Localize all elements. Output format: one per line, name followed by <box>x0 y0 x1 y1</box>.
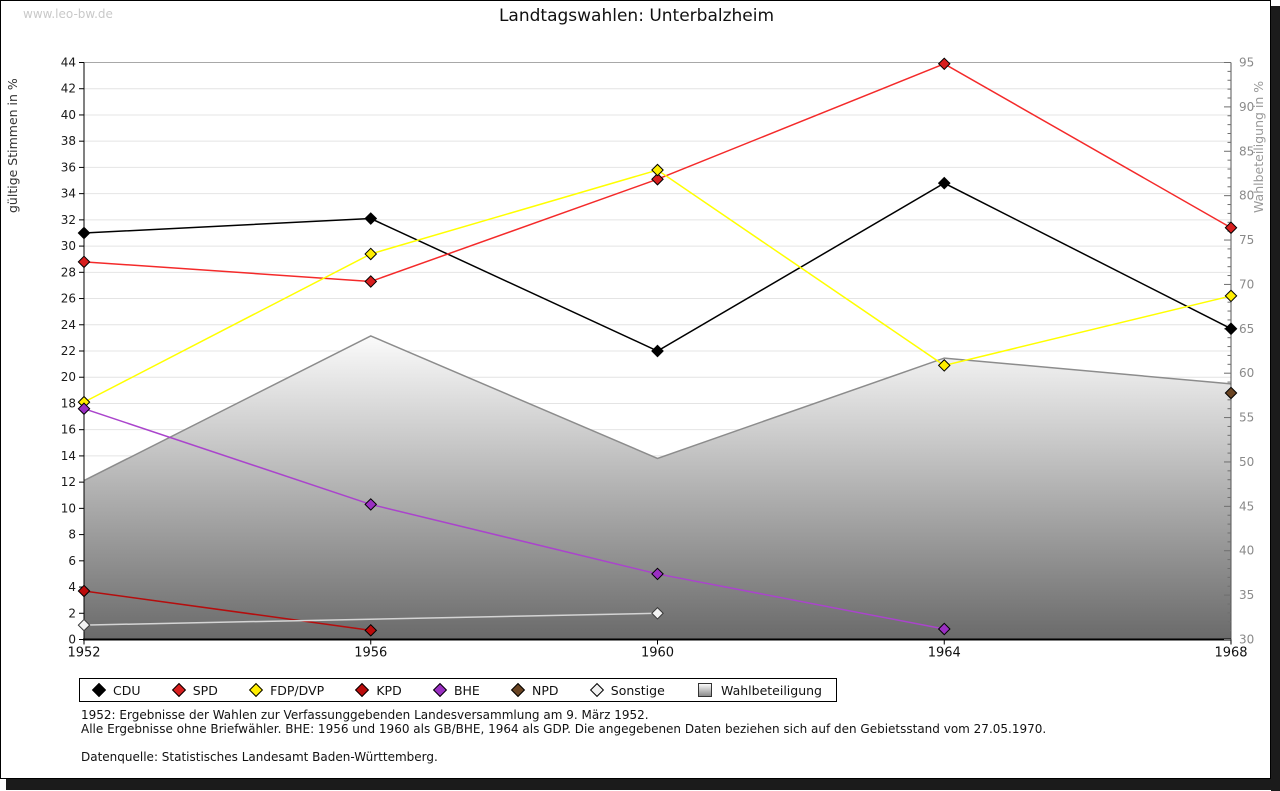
svg-text:80: 80 <box>1239 189 1254 203</box>
svg-text:1964: 1964 <box>928 646 961 661</box>
bhe-diamond-icon <box>432 682 448 698</box>
svg-text:6: 6 <box>68 554 76 568</box>
svg-text:90: 90 <box>1239 100 1254 114</box>
footnote-source: Datenquelle: Statistisches Landesamt Bad… <box>81 750 438 764</box>
svg-text:16: 16 <box>61 423 76 437</box>
svg-text:22: 22 <box>61 344 76 358</box>
legend-item-bhe: BHE <box>432 682 480 698</box>
svg-text:10: 10 <box>61 501 76 515</box>
legend-item-wahlbeteiligung: Wahlbeteiligung <box>698 683 822 698</box>
watermark: www.leo-bw.de <box>23 7 113 21</box>
npd-diamond-icon <box>510 682 526 698</box>
footnote-line1: 1952: Ergebnisse der Wahlen zur Verfassu… <box>81 708 649 722</box>
svg-text:40: 40 <box>1239 544 1254 558</box>
cdu-diamond-icon <box>91 682 107 698</box>
svg-text:1960: 1960 <box>641 646 674 661</box>
svg-text:12: 12 <box>61 475 76 489</box>
footnotes: 1952: Ergebnisse der Wahlen zur Verfassu… <box>81 708 1047 736</box>
kpd-diamond-icon <box>355 682 370 698</box>
svg-text:70: 70 <box>1239 277 1254 291</box>
svg-text:35: 35 <box>1239 588 1254 602</box>
svg-text:26: 26 <box>61 292 76 306</box>
svg-text:32: 32 <box>61 213 76 227</box>
spd-diamond-icon <box>171 682 186 698</box>
svg-text:44: 44 <box>61 56 76 70</box>
svg-text:1956: 1956 <box>354 646 387 661</box>
wahlbeteiligung-area-icon <box>698 683 713 697</box>
chart-legend: CDU SPD FDP/DVP KPD BHE NPD Sonstige Wa <box>79 678 837 702</box>
svg-text:34: 34 <box>61 187 76 201</box>
svg-text:1968: 1968 <box>1214 646 1247 661</box>
svg-text:24: 24 <box>61 318 76 332</box>
sonstige-diamond-icon <box>589 682 604 698</box>
legend-item-cdu: CDU <box>91 682 141 698</box>
svg-text:40: 40 <box>61 108 76 122</box>
svg-text:28: 28 <box>61 265 76 279</box>
svg-text:60: 60 <box>1239 366 1254 380</box>
svg-text:20: 20 <box>61 370 76 384</box>
svg-text:85: 85 <box>1239 144 1254 158</box>
svg-text:75: 75 <box>1239 233 1254 247</box>
fdp-diamond-icon <box>248 682 264 698</box>
svg-text:65: 65 <box>1239 322 1254 336</box>
svg-text:45: 45 <box>1239 499 1254 513</box>
svg-text:2: 2 <box>68 606 76 620</box>
svg-text:95: 95 <box>1239 56 1254 70</box>
legend-item-spd: SPD <box>171 682 218 698</box>
election-chart: 0246810121416182022242628303234363840424… <box>5 56 1266 661</box>
svg-text:38: 38 <box>61 134 76 148</box>
svg-text:55: 55 <box>1239 411 1254 425</box>
chart-page: www.leo-bw.de Landtagswahlen: Unterbalzh… <box>0 0 1271 779</box>
svg-text:14: 14 <box>61 449 76 463</box>
legend-item-npd: NPD <box>510 682 559 698</box>
svg-text:50: 50 <box>1239 455 1254 469</box>
svg-text:18: 18 <box>61 396 76 410</box>
legend-item-sonstige: Sonstige <box>589 682 665 698</box>
svg-text:30: 30 <box>1239 633 1254 647</box>
svg-text:0: 0 <box>68 633 76 647</box>
svg-text:30: 30 <box>61 239 76 253</box>
svg-text:36: 36 <box>61 160 76 174</box>
svg-text:4: 4 <box>68 580 76 594</box>
page-title: Landtagswahlen: Unterbalzheim <box>498 6 775 26</box>
page-shadow-bottom <box>6 779 1280 790</box>
svg-text:42: 42 <box>61 82 76 96</box>
footnote-line2: Alle Ergebnisse ohne Briefwähler. BHE: 1… <box>81 721 1047 736</box>
svg-text:1952: 1952 <box>67 646 100 661</box>
svg-text:Wahlbeteiligung in %: Wahlbeteiligung in % <box>1251 81 1266 213</box>
legend-item-fdp-dvp: FDP/DVP <box>248 682 324 698</box>
page-shadow-right <box>1271 6 1280 791</box>
svg-text:8: 8 <box>68 528 76 542</box>
legend-item-kpd: KPD <box>355 682 402 698</box>
svg-text:gültige Stimmen in %: gültige Stimmen in % <box>5 78 20 213</box>
